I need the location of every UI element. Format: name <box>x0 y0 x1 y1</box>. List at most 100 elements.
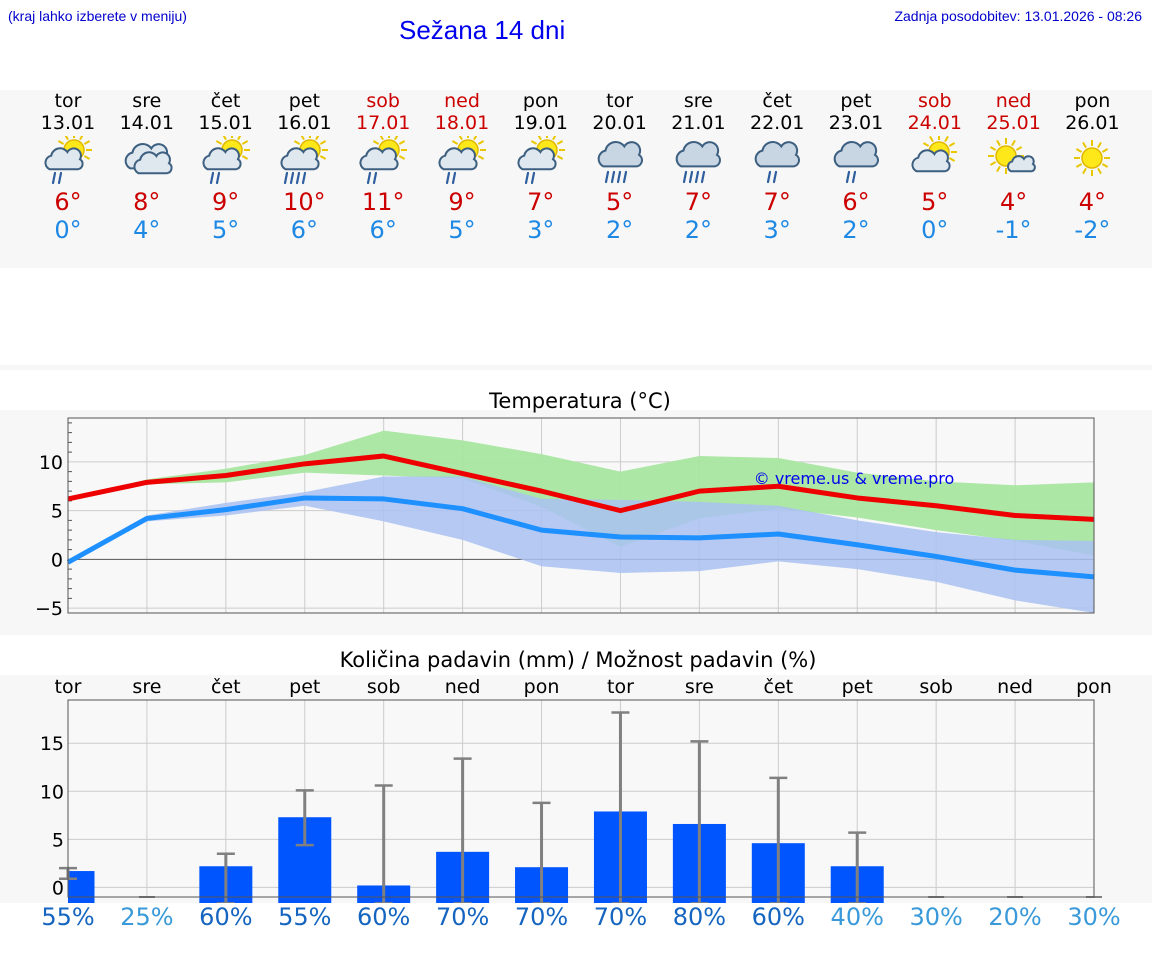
precip-probability: 60% <box>357 903 411 931</box>
day-name: sre <box>132 90 162 112</box>
day-name: ned <box>444 90 480 112</box>
y-tick-label: 0 <box>51 549 63 571</box>
x-category-label: pet <box>289 676 320 698</box>
precip-probability: 70% <box>435 903 490 931</box>
day-column: ned 25.01 4° -1° <box>974 90 1054 244</box>
day-date: 23.01 <box>828 112 884 134</box>
day-name: pet <box>840 90 872 112</box>
day-name: sob <box>918 90 952 112</box>
temp-min: 3° <box>763 216 791 244</box>
day-name: čet <box>762 90 792 112</box>
day-date: 24.01 <box>907 112 962 134</box>
cloud-icon <box>124 143 173 175</box>
precip-probability: 55% <box>41 903 95 931</box>
day-name: pet <box>288 90 320 112</box>
sun-cloud-heavy-rain-icon <box>280 136 329 185</box>
sun-cloud-rain-icon <box>438 136 486 185</box>
plot-frame <box>67 417 1095 614</box>
chart-title: Količina padavin (mm) / Možnost padavin … <box>340 648 817 672</box>
temp-min: 2° <box>842 216 870 244</box>
temp-max: 9° <box>211 188 240 216</box>
y-tick-label: 5 <box>51 501 63 523</box>
x-category-label: sre <box>685 676 714 698</box>
x-category-label: ned <box>445 676 481 698</box>
precip-probability: 60% <box>199 903 253 931</box>
plot-frame <box>67 699 1095 898</box>
temp-max: 11° <box>361 188 405 216</box>
day-column: pet 16.01 10° 6° <box>264 90 344 244</box>
x-category-label: pon <box>524 676 560 698</box>
cloud-rain-icon <box>754 141 801 184</box>
sun-cloud-rain-icon <box>44 136 92 185</box>
day-name: sre <box>683 90 713 112</box>
menu-note: (kraj lahko izberete v meniju) <box>8 8 187 24</box>
temp-max: 9° <box>448 188 476 216</box>
forecast-strip <box>0 90 1152 268</box>
temp-min: 2° <box>605 216 634 244</box>
temp-min: 4° <box>133 216 161 244</box>
precipitation-chart: Količina padavin (mm) / Možnost padavin … <box>0 648 1152 903</box>
x-category-label: ned <box>997 676 1033 698</box>
series-min-line <box>66 495 1095 580</box>
y-tick-label: −5 <box>35 598 63 620</box>
temp-min: 0° <box>54 216 82 244</box>
day-name: čet <box>210 90 241 112</box>
last-updated: Zadnja posodobitev: 13.01.2026 - 08:26 <box>894 8 1142 24</box>
temp-max: 8° <box>133 188 161 216</box>
precip-probability: 70% <box>593 903 648 931</box>
y-tick-label: 10 <box>40 781 64 803</box>
x-category-label: čet <box>764 676 794 698</box>
temp-min: 2° <box>684 216 713 244</box>
temp-min: 6° <box>369 216 397 244</box>
temperature-chart: Temperatura (°C) −5 0 5 10 © vreme.us & vreme… <box>0 389 1152 635</box>
precip-probability: 60% <box>751 903 805 931</box>
chart-title: Temperatura (°C) <box>488 389 671 413</box>
temp-max: 5° <box>605 188 634 216</box>
x-category-label: tor <box>55 676 82 698</box>
x-category-label: sob <box>919 676 953 698</box>
temp-max: 10° <box>283 188 326 216</box>
sun-icon <box>1074 140 1111 176</box>
day-date: 22.01 <box>749 112 805 134</box>
x-category-label: sob <box>367 676 401 698</box>
temp-max: 7° <box>527 188 555 216</box>
y-tick-label: 0 <box>52 877 64 899</box>
min-range-band <box>68 476 1094 613</box>
day-column: ned 18.01 9° 5° <box>422 90 502 244</box>
sun-cloud-rain-icon <box>202 136 250 185</box>
precip-probability: 30% <box>1067 903 1121 931</box>
temp-max: 7° <box>684 188 713 216</box>
day-column: sre 14.01 8° 4° <box>107 90 187 244</box>
x-category-label: pet <box>842 676 873 698</box>
day-date: 25.01 <box>986 112 1041 134</box>
day-name: ned <box>995 90 1032 112</box>
precip-probability: 80% <box>672 903 727 931</box>
day-date: 18.01 <box>434 112 490 134</box>
temp-max: 4° <box>999 188 1028 216</box>
x-category-label: čet <box>211 676 241 698</box>
precip-probability: 55% <box>278 903 332 931</box>
day-column: tor 20.01 5° 2° <box>580 90 660 244</box>
temp-max: 4° <box>1078 188 1107 216</box>
day-column: čet 22.01 7° 3° <box>737 90 817 244</box>
temp-min: -2° <box>1074 216 1111 244</box>
plot-area <box>68 700 1094 897</box>
day-column: čet 15.01 9° 5° <box>186 90 266 244</box>
precip-probability: 30% <box>909 903 963 931</box>
day-column: pon 19.01 7° 3° <box>501 90 581 244</box>
cloud-rain-icon <box>833 141 879 184</box>
precip-probability: 40% <box>830 903 884 931</box>
temp-min: 5° <box>448 216 476 244</box>
sun-cloud-rain-icon <box>359 136 408 185</box>
x-category-label: pon <box>1076 676 1112 698</box>
temp-min: 6° <box>290 216 319 244</box>
day-date: 15.01 <box>198 112 253 134</box>
day-name: tor <box>606 90 634 112</box>
x-category-label: tor <box>607 676 634 698</box>
day-date: 20.01 <box>592 112 647 134</box>
day-column: pon 26.01 4° -2° <box>1052 90 1132 244</box>
day-date: 21.01 <box>671 112 726 134</box>
day-column: sre 21.01 7° 2° <box>658 90 738 244</box>
day-name: pon <box>1074 90 1111 112</box>
day-name: pon <box>522 90 559 112</box>
